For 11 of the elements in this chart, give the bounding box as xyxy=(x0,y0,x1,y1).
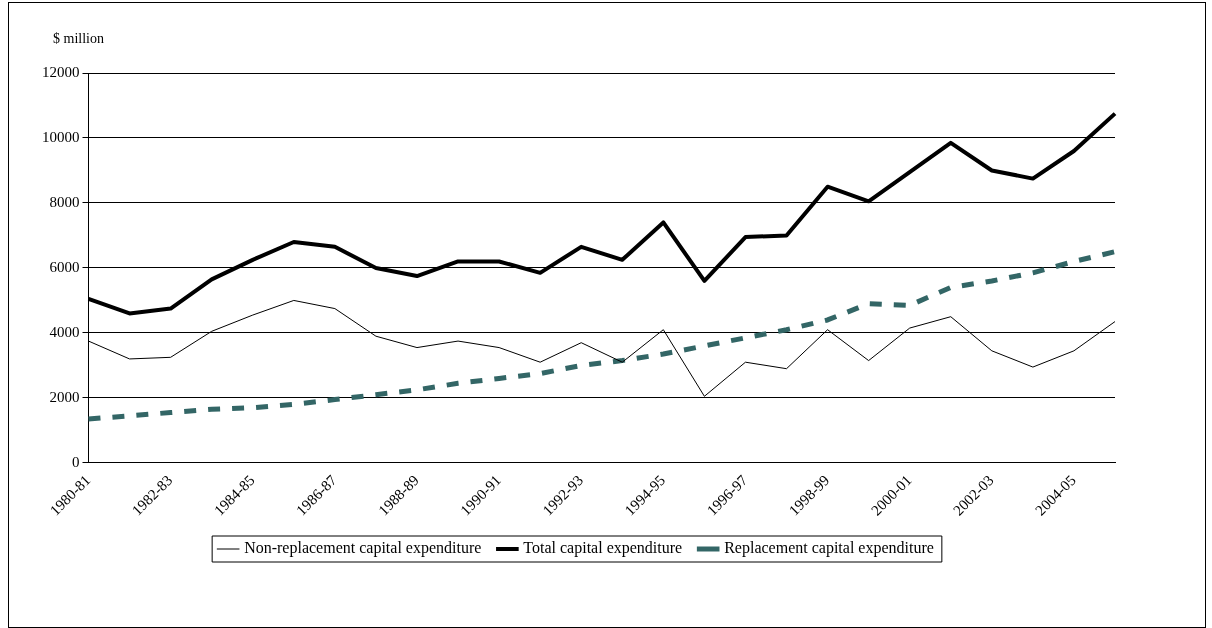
legend-label: Non-replacement capital expenditure xyxy=(244,539,482,558)
legend-label: Replacement capital expenditure xyxy=(724,539,934,558)
y-axis-title: $ million xyxy=(53,30,104,46)
y-tick-label: 6000 xyxy=(49,258,80,275)
y-tick-label: 12000 xyxy=(42,63,80,80)
y-tick-label: 10000 xyxy=(42,128,80,145)
y-tick-label: 2000 xyxy=(49,388,80,405)
legend-label: Total capital expenditure xyxy=(523,539,683,558)
y-tick-label: 0 xyxy=(72,453,80,470)
y-tick-label: 8000 xyxy=(49,193,80,210)
y-tick-label: 4000 xyxy=(49,323,80,340)
